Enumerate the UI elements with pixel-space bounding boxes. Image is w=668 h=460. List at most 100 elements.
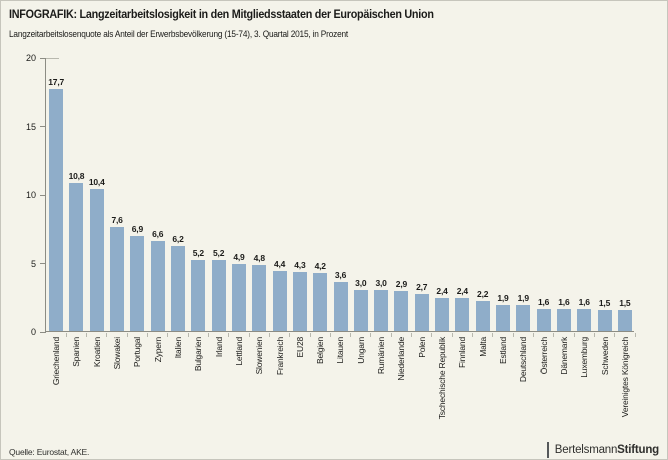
x-axis-label: Italien	[168, 337, 188, 437]
y-axis-tick	[40, 126, 46, 127]
x-axis-label: Zypern	[148, 337, 168, 437]
x-axis-label: Spanien	[66, 337, 86, 437]
x-axis-tick	[512, 333, 514, 337]
x-axis-tick	[329, 333, 331, 337]
logo-text-bold: Stiftung	[617, 444, 659, 456]
x-axis-label-text: Lettland	[233, 337, 244, 366]
x-axis-tick	[147, 333, 149, 337]
bar-value-label: 2,2	[477, 288, 489, 299]
bertelsmann-stiftung-logo: BertelsmannStiftung	[546, 442, 659, 458]
bar-value-label: 1,6	[578, 297, 590, 308]
x-axis-label: Irland	[208, 337, 228, 437]
bar-value-label: 4,3	[294, 260, 306, 271]
bar	[617, 310, 632, 331]
x-axis-tick	[472, 333, 474, 337]
source-note: Quelle: Eurostat, AKE.	[9, 447, 90, 457]
bar	[475, 300, 490, 331]
x-axis-label: Bulgarien	[188, 337, 208, 437]
x-axis-tick	[614, 333, 616, 337]
x-axis-label: Slowenien	[249, 337, 269, 437]
bar	[313, 273, 328, 331]
bar-value-label: 4,2	[314, 261, 326, 272]
bar-value-label: 1,6	[537, 297, 550, 308]
x-axis-label-text: Griechenland	[51, 337, 62, 386]
x-axis-label: Griechenland	[46, 337, 66, 437]
bar	[130, 236, 145, 331]
bar-value-label: 2,4	[436, 286, 448, 297]
bar-value-label: 2,4	[456, 286, 468, 297]
x-axis-label: Estland	[493, 337, 513, 437]
x-axis-tick	[553, 333, 555, 337]
x-axis-tick	[86, 333, 88, 337]
x-axis-label: Slowakei	[107, 337, 127, 437]
bar-value-label: 4,9	[233, 251, 245, 262]
x-axis-label-text: Slowenien	[254, 337, 265, 375]
bar	[597, 310, 612, 331]
x-axis-label-text: Italien	[173, 337, 183, 359]
x-axis-tick	[573, 333, 575, 337]
x-axis-tick	[634, 333, 636, 337]
x-axis-tick	[370, 333, 372, 337]
x-axis-label: Tschechische Republik	[432, 337, 452, 437]
y-axis-tick-label: 10	[25, 190, 36, 200]
bar-value-label: 4,8	[253, 253, 265, 264]
bar	[231, 263, 246, 331]
bar-value-label: 10,4	[88, 176, 105, 187]
x-axis-tick	[187, 333, 189, 337]
logo-text-regular: Bertelsmann	[554, 444, 618, 456]
bar	[556, 309, 571, 331]
bar-value-label: 5,2	[192, 247, 204, 258]
x-axis-label: Ungarn	[351, 337, 371, 437]
bar	[49, 88, 64, 331]
x-axis-label-text: Schweden	[599, 337, 610, 376]
x-axis-label-text: Portugal	[132, 337, 143, 368]
bar	[89, 188, 104, 331]
x-axis-label-text: Slowakei	[112, 337, 123, 370]
bar-value-label: 7,6	[111, 214, 123, 225]
x-axis-tick	[451, 333, 453, 337]
page-title: INFOGRAFIK: Langzeitarbeitslosigkeit in …	[9, 7, 434, 21]
x-axis-label: Niederlande	[391, 337, 411, 437]
logo-divider	[546, 442, 549, 458]
y-axis-top-stub	[46, 58, 59, 59]
x-axis-label: Lettland	[229, 337, 249, 437]
bar	[516, 304, 531, 331]
x-axis-tick	[350, 333, 352, 337]
x-axis-label: Schweden	[594, 337, 614, 437]
bar-value-label: 1,9	[497, 292, 509, 303]
bar	[272, 270, 287, 331]
x-axis-label: Frankreich	[269, 337, 289, 437]
x-axis-tick	[492, 333, 494, 337]
x-axis-tick	[126, 333, 128, 337]
x-axis-label-text: Kroatien	[91, 337, 102, 368]
x-axis-tick	[268, 333, 270, 337]
x-axis-tick	[167, 333, 169, 337]
x-axis-label: Portugal	[127, 337, 147, 437]
x-axis-label: Vereinigtes Königreich	[615, 337, 635, 437]
bar-value-label: 2,7	[416, 282, 428, 293]
x-axis-label-text: Spanien	[71, 337, 82, 367]
x-axis-label-text: Zypern	[152, 337, 163, 363]
y-axis-tick	[40, 331, 46, 333]
bar-value-label: 3,0	[375, 277, 387, 288]
x-axis-tick	[431, 333, 433, 337]
bar	[435, 298, 450, 331]
x-axis-tick	[228, 333, 230, 337]
x-axis-label-text: Malta	[477, 337, 488, 357]
x-axis-tick	[65, 333, 67, 337]
y-axis-tick-label: 0	[30, 327, 36, 337]
x-axis-label: Litauen	[330, 337, 350, 437]
bar-value-label: 6,2	[172, 234, 184, 245]
bar-value-label: 2,9	[395, 279, 408, 290]
y-axis-tick	[40, 263, 46, 264]
bar-value-label: 6,6	[152, 228, 164, 239]
x-axis-label: Dänemark	[554, 337, 574, 437]
bar	[252, 265, 267, 331]
x-axis-label: Belgien	[310, 337, 330, 437]
x-axis-label: Österreich	[533, 337, 553, 437]
x-axis-label-text: Rumänien	[376, 337, 387, 375]
bar	[110, 226, 125, 331]
bar	[333, 281, 348, 331]
x-axis-label-text: Ungarn	[355, 337, 366, 364]
